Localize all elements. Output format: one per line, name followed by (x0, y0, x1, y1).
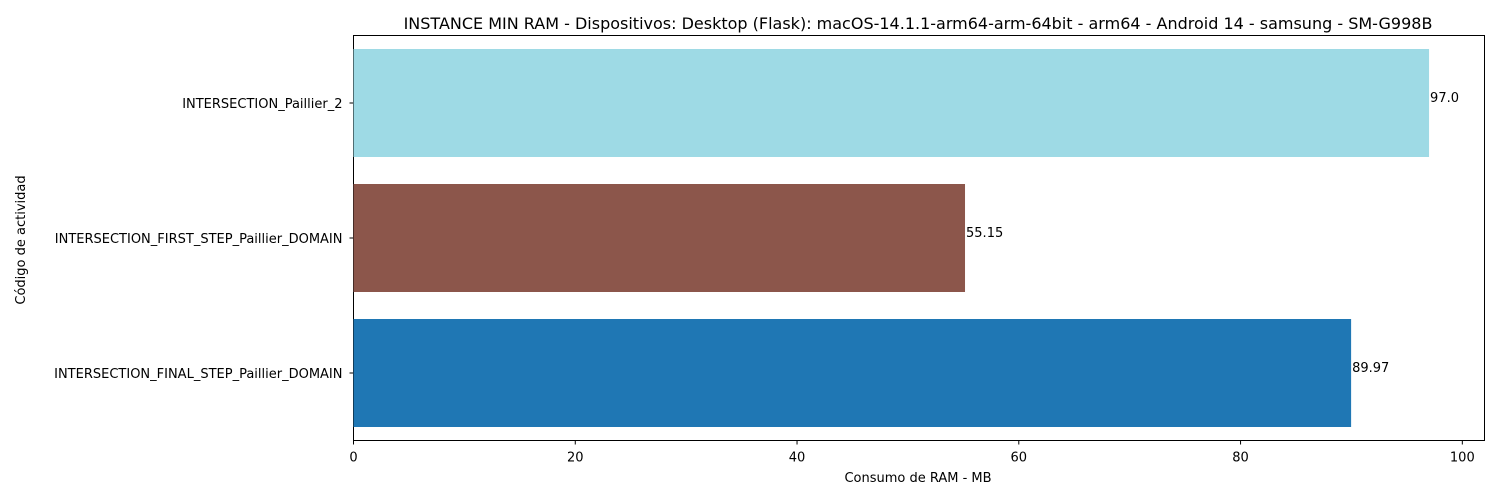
bar-value-label: 89.97 (1352, 361, 1389, 376)
bar-value-label: 55.15 (966, 226, 1003, 241)
y-tick-label: INTERSECTION_FIRST_STEP_Paillier_DOMAIN (55, 232, 343, 247)
x-tick-label: 80 (1232, 451, 1249, 466)
bar (353, 184, 966, 292)
y-axis-label: Código de actividad (14, 175, 29, 304)
x-tick-label: 100 (1450, 451, 1475, 466)
bar-value-label: 97.0 (1430, 91, 1459, 106)
y-axis-ticks: INTERSECTION_Paillier_2 INTERSECTION_FIRS… (54, 97, 354, 382)
x-axis-ticks: 0 20 40 60 80 100 (349, 440, 1475, 466)
value-labels-group: 97.0 55.15 89.97 (966, 91, 1459, 376)
x-tick-label: 20 (567, 451, 584, 466)
x-tick-label: 0 (349, 451, 357, 466)
x-tick-label: 60 (1011, 451, 1028, 466)
chart-title: INSTANCE MIN RAM - Dispositivos: Desktop… (404, 14, 1433, 33)
y-tick-label: INTERSECTION_Paillier_2 (182, 97, 342, 112)
x-tick-label: 40 (789, 451, 806, 466)
bar (353, 49, 1430, 157)
x-axis-label: Consumo de RAM - MB (844, 471, 991, 486)
y-tick-label: INTERSECTION_FINAL_STEP_Paillier_DOMAIN (54, 367, 342, 382)
bar (353, 319, 1352, 427)
bars-group (353, 49, 1430, 427)
